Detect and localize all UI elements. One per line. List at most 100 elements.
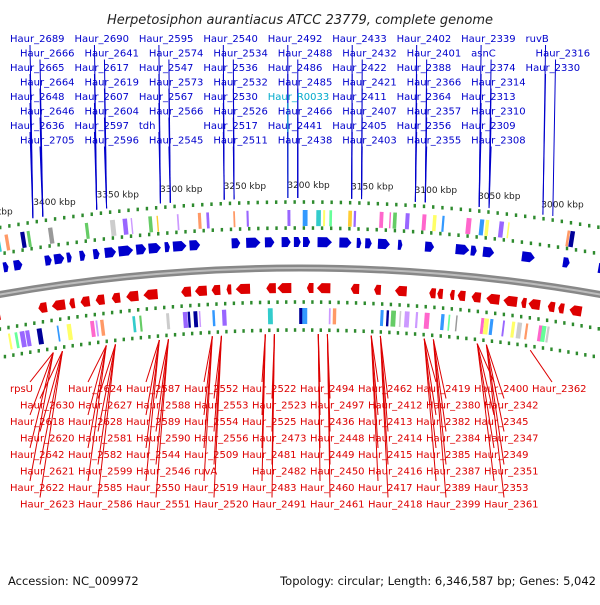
gene-label[interactable]: Haur_2399 [426,500,481,511]
gene-label[interactable]: Haur_2582 [68,450,123,461]
gene-label[interactable]: Haur_2589 [126,417,181,428]
gene-label[interactable]: Haur_2473 [252,434,307,445]
gene-label[interactable]: rpsU [10,384,33,395]
gene-label[interactable]: Haur_2623 [20,500,75,511]
gene-label[interactable]: Haur_2462 [358,384,413,395]
gene-label[interactable]: Haur_2384 [426,434,481,445]
gene-label[interactable]: Haur_2412 [368,401,423,412]
gene-label[interactable]: Haur_2534 [213,49,268,60]
gene-label[interactable]: Haur_2415 [358,450,413,461]
gene-label[interactable]: Haur_2590 [136,434,191,445]
gene-label[interactable]: Haur_2401 [407,49,462,60]
gene-label[interactable]: ruvA [194,467,217,478]
gene-label[interactable]: Haur_2530 [203,92,258,103]
gene-label[interactable]: Haur_2441 [268,121,323,132]
gene-label[interactable]: Haur_2380 [426,401,481,412]
gene-label[interactable]: Haur_2585 [68,483,123,494]
gene-label[interactable]: Haur_2416 [368,467,423,478]
gene-label[interactable]: Haur_2308 [471,136,526,147]
gene-label[interactable]: Haur_2497 [310,401,365,412]
gene-label[interactable]: Haur_2345 [474,417,529,428]
gene-label[interactable]: Haur_2330 [526,63,581,74]
gene-label[interactable]: Haur_2532 [213,78,268,89]
gene-label[interactable]: Haur_2405 [332,121,387,132]
gene-label[interactable]: Haur_2588 [136,401,191,412]
gene-label[interactable]: Haur_2586 [78,500,133,511]
gene-label[interactable]: Haur_2402 [397,34,452,45]
gene-label[interactable]: Haur_2488 [278,49,333,60]
gene-label[interactable]: Haur_2438 [278,136,333,147]
gene-label[interactable]: Haur_2413 [358,417,413,428]
gene-label[interactable]: tdh [139,121,156,132]
gene-label[interactable]: Haur_2664 [20,78,75,89]
gene-label[interactable]: Haur_2387 [426,467,481,478]
gene-label[interactable]: Haur_2566 [149,107,204,118]
gene-label[interactable]: Haur_2432 [342,49,397,60]
gene-label[interactable]: Haur_2574 [149,49,204,60]
gene-label[interactable]: Haur_2385 [416,450,471,461]
gene-label[interactable]: Haur_2607 [74,92,129,103]
gene-label[interactable]: Haur_2449 [300,450,355,461]
gene-label[interactable]: Haur_2545 [149,136,204,147]
gene-label[interactable]: Haur_2540 [203,34,258,45]
gene-label[interactable]: Haur_2366 [407,78,462,89]
gene-label[interactable]: Haur_2595 [139,34,194,45]
gene-label[interactable]: Haur_2355 [407,136,462,147]
gene-label[interactable]: Haur_2550 [126,483,181,494]
gene-label[interactable]: Haur_2554 [184,417,239,428]
gene-label[interactable]: Haur_2310 [471,107,526,118]
gene-label[interactable]: Haur_2364 [397,92,452,103]
gene-label[interactable]: Haur_2553 [194,401,249,412]
gene-label[interactable]: Haur_2400 [474,384,529,395]
gene-label[interactable]: Haur_2646 [20,107,75,118]
gene-label[interactable]: Haur_2450 [310,467,365,478]
gene-label[interactable]: Haur_2342 [484,401,539,412]
gene-label[interactable]: Haur_2648 [10,92,65,103]
gene-label[interactable]: Haur_2617 [74,63,129,74]
gene-label[interactable]: Haur_2523 [252,401,307,412]
gene-label[interactable]: asnC [471,49,496,60]
gene-label[interactable]: Haur_2461 [310,500,365,511]
gene-label[interactable]: Haur_2491 [252,500,307,511]
gene-label[interactable]: Haur_2522 [242,384,297,395]
gene-label[interactable]: Haur_2466 [278,107,333,118]
gene-label[interactable]: Haur_2374 [461,63,516,74]
gene-label[interactable]: Haur_2314 [471,78,526,89]
gene-label[interactable]: Haur_2573 [149,78,204,89]
gene-label[interactable]: Haur_2546 [136,467,191,478]
gene-label[interactable]: Haur_2520 [194,500,249,511]
gene-label[interactable]: Haur_2407 [342,107,397,118]
gene-label[interactable]: Haur_2351 [484,467,539,478]
gene-label[interactable]: Haur_2417 [358,483,413,494]
gene-label[interactable]: Haur_2389 [416,483,471,494]
gene-label[interactable]: Haur_2414 [368,434,423,445]
gene-label[interactable]: Haur_2361 [484,500,539,511]
gene-label[interactable]: Haur_2357 [407,107,462,118]
gene-label[interactable]: Haur_2483 [242,483,297,494]
gene-label[interactable]: Haur_2551 [136,500,191,511]
gene-label[interactable]: Haur_2536 [203,63,258,74]
gene-label[interactable]: Haur_2517 [203,121,258,132]
gene-label[interactable]: Haur_2547 [139,63,194,74]
gene-label[interactable]: Haur_2597 [74,121,129,132]
gene-label[interactable]: Haur_2630 [20,401,75,412]
gene-label[interactable]: Haur_2689 [10,34,65,45]
gene-label[interactable]: Haur_2525 [242,417,297,428]
gene-label[interactable]: Haur_2511 [213,136,268,147]
gene-label[interactable]: Haur_2436 [300,417,355,428]
gene-label[interactable]: Haur_2347 [484,434,539,445]
gene-label[interactable]: Haur_2353 [474,483,529,494]
gene-label[interactable]: Haur_2581 [78,434,133,445]
gene-label[interactable]: Haur_2356 [397,121,452,132]
gene-label[interactable]: Haur_2628 [68,417,123,428]
gene-label[interactable]: Haur_2665 [10,63,65,74]
gene-label[interactable]: Haur_2556 [194,434,249,445]
gene-label[interactable]: Haur_2481 [242,450,297,461]
gene-label[interactable]: Haur_2485 [278,78,333,89]
gene-label[interactable]: Haur_2544 [126,450,181,461]
gene-label[interactable]: Haur_2418 [368,500,423,511]
gene-label[interactable]: Haur_2621 [20,467,75,478]
gene-label[interactable]: Haur_2642 [10,450,65,461]
gene-label[interactable]: Haur_2419 [416,384,471,395]
gene-label[interactable]: Haur_2627 [78,401,133,412]
